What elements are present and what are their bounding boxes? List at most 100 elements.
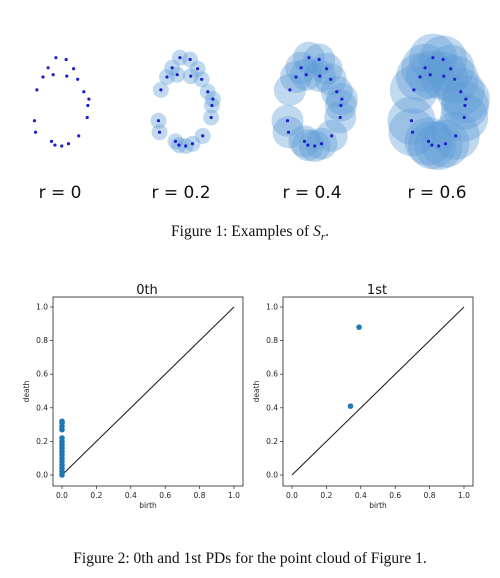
x-tick-label: 1.0 <box>458 491 470 500</box>
point <box>437 144 441 148</box>
point <box>285 119 290 123</box>
y-tick-label: 0.0 <box>266 471 278 480</box>
point <box>286 130 291 134</box>
x-tick-label: 0.6 <box>389 491 401 500</box>
y-tick-label: 0.2 <box>266 437 278 446</box>
point <box>454 134 458 138</box>
point-cloud-panel <box>271 41 358 162</box>
point <box>431 56 435 60</box>
x-tick-label: 0.0 <box>286 491 298 500</box>
point <box>156 119 161 123</box>
point <box>325 67 329 71</box>
figure-1-caption-math: S <box>313 223 321 240</box>
point <box>306 143 310 147</box>
point <box>307 56 311 60</box>
y-tick-label: 0.6 <box>266 370 278 379</box>
point <box>329 77 333 81</box>
point <box>313 144 317 148</box>
x-tick-label: 0.0 <box>56 491 68 500</box>
chart-1st-title: 1st <box>366 283 388 298</box>
y-tick-label: 0.4 <box>36 403 48 412</box>
diagonal-line <box>291 306 465 476</box>
point <box>87 97 91 101</box>
point <box>32 119 37 123</box>
point <box>304 73 308 77</box>
y-axis-label: death <box>22 380 31 402</box>
point <box>51 73 55 77</box>
point-cloud-panel <box>32 56 91 148</box>
figure-2-persistence-diagrams: 0.0 0.0 0.2 0.2 0.4 0.4 0.6 0.6 0.8 0.8 1.0 1.0 birt… <box>22 296 474 510</box>
point <box>33 130 38 134</box>
point <box>170 66 174 70</box>
point <box>159 88 163 92</box>
point <box>294 75 298 79</box>
point <box>288 88 292 92</box>
y-tick-label: 0.0 <box>36 471 48 480</box>
y-tick-label: 0.6 <box>36 370 48 379</box>
point <box>418 75 422 79</box>
point <box>66 142 71 146</box>
y-tick-label: 1.0 <box>266 303 278 312</box>
point <box>318 74 322 78</box>
point <box>77 134 81 138</box>
point <box>211 97 215 101</box>
pd-point <box>59 435 65 441</box>
point <box>177 143 181 147</box>
point <box>338 115 342 120</box>
point <box>173 139 178 143</box>
point <box>72 67 76 71</box>
point <box>64 57 68 62</box>
point <box>339 103 343 108</box>
x-axis-label: birth <box>369 501 387 510</box>
point <box>165 75 169 79</box>
point-cloud-panel <box>150 49 221 154</box>
point <box>206 90 210 94</box>
panel-label-r0: r = 0 <box>38 183 82 203</box>
x-tick-label: 0.8 <box>194 491 206 500</box>
x-tick-label: 0.2 <box>90 491 102 500</box>
point <box>412 88 416 92</box>
x-tick-label: 1.0 <box>228 491 240 500</box>
point <box>35 88 39 92</box>
point <box>426 139 431 143</box>
figure-1-caption-subscript: r <box>320 231 326 244</box>
point <box>49 139 54 143</box>
figure-2-caption: Figure 2: 0th and 1st PDs for the point … <box>73 550 427 567</box>
plot-frame <box>52 296 244 487</box>
point <box>184 144 188 148</box>
x-tick-label: 0.2 <box>320 491 332 500</box>
y-tick-label: 0.8 <box>36 336 48 345</box>
point <box>200 77 204 81</box>
y-axis-label: death <box>252 380 261 402</box>
figure-1-caption-period: . <box>325 223 329 240</box>
point <box>443 142 448 146</box>
point <box>86 103 90 108</box>
y-tick-label: 0.4 <box>266 403 278 412</box>
plot-frame <box>282 296 474 487</box>
point <box>54 56 58 60</box>
point <box>85 115 89 120</box>
panel-label-r06: r = 0.6 <box>407 183 467 203</box>
pd-point <box>59 418 65 425</box>
point <box>201 134 205 138</box>
point <box>317 57 321 62</box>
point <box>423 66 427 70</box>
point <box>188 57 192 62</box>
point <box>210 103 214 108</box>
x-tick-label: 0.4 <box>355 491 367 500</box>
point <box>82 90 86 94</box>
y-tick-label: 0.2 <box>36 437 48 446</box>
point <box>190 142 195 146</box>
point <box>46 66 50 70</box>
x-tick-label: 0.8 <box>424 491 436 500</box>
point <box>319 142 324 146</box>
x-tick-label: 0.6 <box>159 491 171 500</box>
point <box>60 144 64 148</box>
point <box>330 134 334 138</box>
diagonal-line <box>61 306 235 476</box>
y-tick-label: 1.0 <box>36 303 48 312</box>
point <box>410 130 415 134</box>
point <box>459 90 463 94</box>
panel-label-r04: r = 0.4 <box>282 183 342 203</box>
